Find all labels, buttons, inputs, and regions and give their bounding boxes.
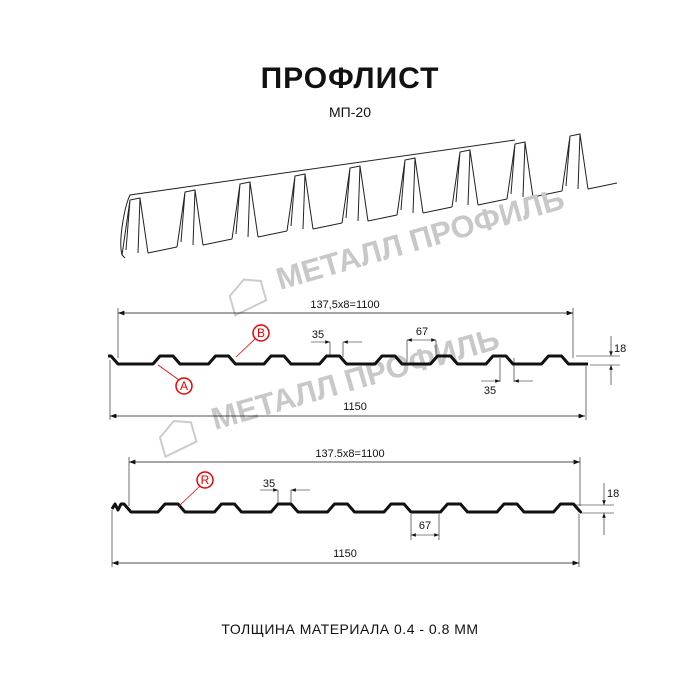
- profile-1-section: [108, 354, 588, 366]
- profile-model: МП-20: [329, 104, 371, 120]
- shelf-bottom-label: 35: [484, 385, 496, 397]
- marker-a: [175, 377, 193, 395]
- watermark-2: МЕТАЛЛ ПРОФИЛЬ: [158, 321, 503, 459]
- sheet-rib: [396, 157, 453, 216]
- sheet-rib: [286, 173, 343, 232]
- sheet-3d-view: [120, 133, 618, 259]
- shelf-label: 35: [263, 478, 275, 490]
- marker-r: [196, 471, 214, 489]
- sheet-rib: [506, 141, 563, 200]
- watermark-text: МЕТАЛЛ ПРОФИЛЬ: [207, 321, 503, 437]
- pitch-label: 137,5x8=1100: [310, 299, 379, 311]
- sheet-rib: [561, 133, 618, 192]
- total-width-label: 1150: [343, 401, 367, 413]
- watermark-text: МЕТАЛЛ ПРОФИЛЬ: [272, 181, 568, 297]
- marker-b: [252, 324, 270, 342]
- rib-width-label: 67: [419, 520, 431, 532]
- watermark-1: МЕТАЛЛ ПРОФИЛЬ: [228, 181, 568, 317]
- height-label: 18: [607, 488, 619, 500]
- logo-house-icon: [158, 419, 198, 459]
- shelf-label: 35: [312, 329, 324, 341]
- svg-text:B: B: [257, 326, 265, 340]
- pitch-label: 137.5x8=1100: [315, 448, 384, 460]
- profile-1: 137,5x8=1100 1150 35 67 35 18 A B: [108, 299, 626, 420]
- profile-2: 137.5x8=1100 1150 35 67 18 R: [110, 448, 619, 567]
- logo-house-icon: [228, 278, 268, 317]
- height-label: 18: [614, 343, 626, 355]
- svg-text:A: A: [180, 379, 188, 393]
- profile-2-section: [110, 502, 582, 514]
- sheet-rib: [121, 197, 178, 256]
- material-thickness: ТОЛЩИНА МАТЕРИАЛА 0.4 - 0.8 ММ: [221, 621, 479, 637]
- sheet-rib: [176, 189, 233, 248]
- sheet-rib: [451, 149, 508, 208]
- sheet-edge: [120, 139, 516, 259]
- rib-width-label: 67: [416, 326, 428, 338]
- svg-text:R: R: [201, 473, 210, 487]
- sheet-rib: [231, 181, 288, 240]
- page-title: ПРОФЛИСТ: [260, 62, 440, 95]
- total-width-label: 1150: [333, 548, 357, 560]
- sheet-rib: [341, 165, 398, 224]
